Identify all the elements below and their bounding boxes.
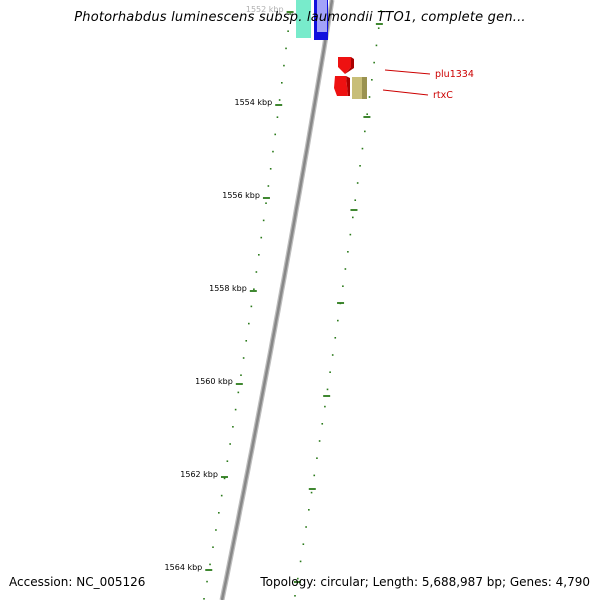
- tick-label-1564: 1564 kbp: [165, 563, 203, 572]
- gene-red-2-shade: [346, 76, 350, 96]
- tick-label-1560: 1560 kbp: [195, 377, 233, 386]
- gene-block-cyan-highlight: [296, 0, 311, 38]
- leader-line-plu1334: [384, 69, 431, 75]
- genome-backbone: [219, 0, 335, 600]
- map-title: Photorhabdus luminescens subsp. laumondi…: [74, 10, 526, 25]
- gene-plu1334-shade: [345, 57, 354, 74]
- gene-labels: plu1334 rtxC: [382, 69, 474, 101]
- tick-label-1552: 1552 kbp: [246, 5, 284, 14]
- leader-line-rtxC: [382, 89, 429, 96]
- gene-rtxC-shade: [362, 77, 367, 99]
- gene-block-cyan: [296, 0, 311, 38]
- gene-block-blue-highlight: [317, 0, 327, 32]
- feature-track: [296, 0, 367, 99]
- outer-tick-track: [293, 10, 383, 597]
- backbone-shadow: [219, 0, 335, 600]
- gene-red-2: [334, 76, 348, 96]
- tick-label-1558: 1558 kbp: [209, 284, 247, 293]
- inner-tick-track: [203, 11, 294, 600]
- accession-label: Accession: NC_005126: [9, 575, 146, 589]
- backbone-line: [220, 0, 334, 600]
- tick-labels: 1552 kbp 1554 kbp 1556 kbp 1558 kbp 1560 kbp…: [165, 5, 284, 572]
- gene-label-rtxC[interactable]: rtxC: [433, 90, 453, 101]
- gene-label-plu1334[interactable]: plu1334: [435, 69, 474, 80]
- tick-label-1562: 1562 kbp: [180, 470, 218, 479]
- tick-label-1556: 1556 kbp: [222, 191, 260, 200]
- gene-plu1334: [338, 57, 351, 74]
- tick-label-1554: 1554 kbp: [234, 98, 272, 107]
- genome-summary-label: Topology: circular; Length: 5,688,987 bp…: [260, 575, 590, 589]
